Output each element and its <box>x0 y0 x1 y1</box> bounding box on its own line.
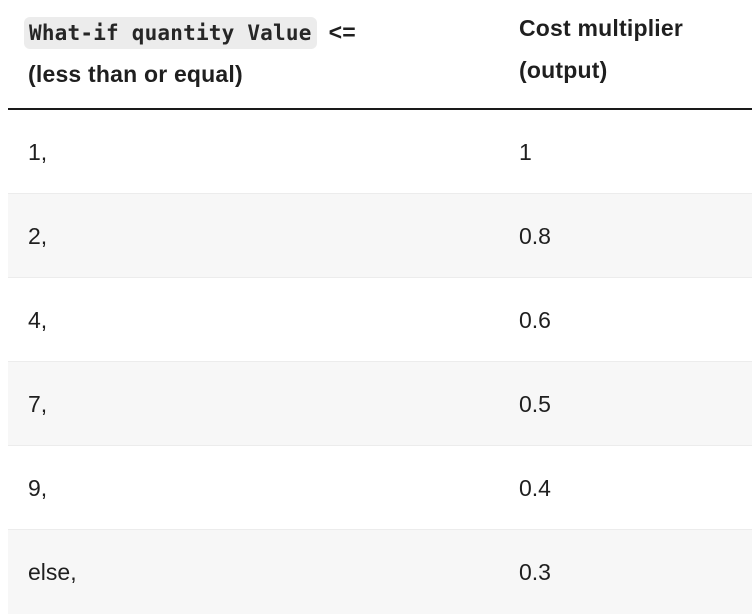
table-row: else, 0.3 <box>8 530 752 614</box>
multiplier-cell: 0.3 <box>519 559 551 585</box>
multiplier-cell: 1 <box>519 139 532 165</box>
cost-multiplier-table: What-if quantity Value <= (less than or e… <box>8 0 752 614</box>
table-row: 9, 0.4 <box>8 446 752 530</box>
threshold-cell: 1, <box>28 139 48 165</box>
threshold-cell: else, <box>28 559 77 585</box>
multiplier-cell: 0.8 <box>519 223 551 249</box>
operator-text: <= <box>328 19 356 45</box>
threshold-cell: 7, <box>28 391 48 417</box>
header-quantity-suffix: (less than or equal) <box>28 61 243 87</box>
header-multiplier-line2: (output) <box>519 57 608 83</box>
inline-code-quantity-value: What-if quantity Value <box>24 17 317 49</box>
multiplier-cell: 0.4 <box>519 475 551 501</box>
header-multiplier-line1: Cost multiplier <box>519 15 684 41</box>
multiplier-cell: 0.5 <box>519 391 551 417</box>
multiplier-cell: 0.6 <box>519 307 551 333</box>
table-row: 4, 0.6 <box>8 278 752 362</box>
table-row: 2, 0.8 <box>8 194 752 278</box>
header-multiplier-column: Cost multiplier (output) <box>519 7 752 91</box>
table-header: What-if quantity Value <= (less than or e… <box>8 0 752 110</box>
header-quantity-column: What-if quantity Value <= (less than or e… <box>24 11 488 95</box>
table-row: 7, 0.5 <box>8 362 752 446</box>
threshold-cell: 4, <box>28 307 48 333</box>
threshold-cell: 2, <box>28 223 48 249</box>
threshold-cell: 9, <box>28 475 48 501</box>
table-row: 1, 1 <box>8 110 752 194</box>
